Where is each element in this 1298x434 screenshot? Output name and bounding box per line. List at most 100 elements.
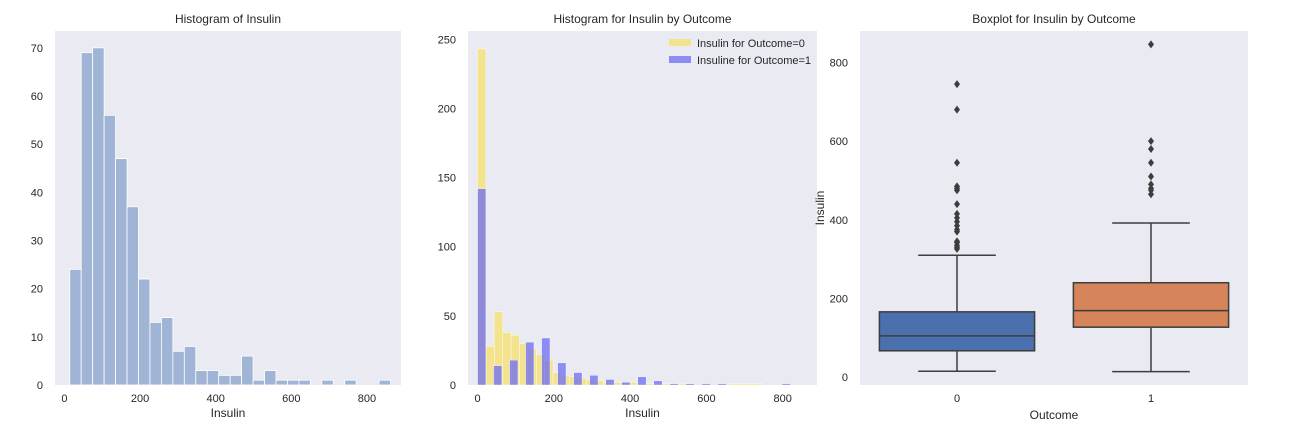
- x-axis-title: Insulin: [625, 406, 660, 420]
- x-tick-label: 800: [358, 393, 376, 405]
- legend-swatch: [669, 39, 691, 46]
- y-tick-label: 10: [31, 332, 43, 344]
- histogram-bar: [541, 337, 551, 386]
- histogram-bar: [298, 379, 311, 386]
- histogram-bar: [92, 47, 105, 386]
- histogram-bar: [183, 346, 197, 386]
- y-tick-label: 250: [438, 34, 456, 46]
- outlier-point: [954, 80, 960, 89]
- y-tick-label: 50: [31, 139, 43, 151]
- x-tick-label: 200: [545, 393, 563, 405]
- y-tick-label: 200: [438, 103, 456, 115]
- histogram-bar: [344, 379, 357, 386]
- series-bars: [69, 47, 391, 386]
- x-tick-label: 0: [954, 393, 960, 405]
- chart-title: Histogram for Insulin by Outcome: [553, 12, 731, 26]
- histogram-bar: [287, 379, 300, 386]
- y-tick-label: 0: [842, 372, 848, 384]
- histogram-bar: [661, 383, 671, 386]
- panel-histogram-insulin: Histogram of Insulin 0 10 20 30 40 50 60 70 0 200 4…: [31, 12, 401, 420]
- y-tick-label: 50: [444, 311, 456, 323]
- histogram-bar: [493, 365, 503, 386]
- histogram-bar: [126, 206, 139, 386]
- histogram-bar: [275, 379, 288, 386]
- histogram-bar: [195, 370, 208, 386]
- series-bars: [477, 188, 791, 386]
- y-tick-label: 600: [830, 136, 848, 148]
- x-tick-label: 400: [621, 393, 639, 405]
- y-tick-label: 400: [830, 215, 848, 227]
- histogram-bar: [669, 383, 679, 386]
- x-tick-label: 600: [697, 393, 715, 405]
- histogram-bar: [621, 382, 631, 386]
- chart-title: Boxplot for Insulin by Outcome: [972, 12, 1136, 26]
- histogram-bar: [264, 370, 277, 386]
- x-tick-label: 600: [282, 393, 300, 405]
- y-tick-label: 40: [31, 187, 43, 199]
- histogram-bar: [229, 374, 243, 386]
- legend: Insulin for Outcome=0 Insuline for Outcom…: [669, 38, 811, 67]
- y-tick-label: 100: [438, 242, 456, 254]
- x-tick-label: 0: [474, 393, 480, 405]
- histogram-bar: [80, 52, 94, 386]
- outlier-point: [1148, 158, 1154, 167]
- histogram-bar: [685, 383, 695, 386]
- legend-label: Insuline for Outcome=1: [697, 55, 811, 67]
- histogram-bar: [701, 383, 711, 386]
- x-tick-label: 200: [131, 393, 149, 405]
- histogram-bar: [754, 383, 764, 386]
- x-tick-label: 800: [773, 393, 791, 405]
- outlier-point: [1148, 172, 1154, 181]
- plot-area: [468, 31, 817, 385]
- histogram-bar: [69, 269, 82, 386]
- histogram-bar: [161, 317, 174, 386]
- histogram-bar: [729, 383, 738, 386]
- histogram-bar: [781, 383, 791, 386]
- histogram-bar: [717, 383, 727, 386]
- histogram-bar: [115, 158, 128, 386]
- outlier-point: [1148, 137, 1154, 146]
- legend-label: Insulin for Outcome=0: [697, 38, 805, 50]
- outlier-point: [954, 105, 960, 114]
- outlier-point: [1148, 145, 1154, 153]
- x-axis-title: Insulin: [211, 406, 246, 420]
- outlier-point: [954, 158, 960, 167]
- outlier-point: [954, 200, 960, 209]
- y-tick-label: 200: [830, 293, 848, 305]
- outlier-point: [1148, 40, 1154, 49]
- histogram-bar: [172, 350, 185, 386]
- histogram-bar: [737, 383, 747, 386]
- y-tick-label: 20: [31, 284, 43, 296]
- histogram-bar: [485, 346, 495, 386]
- y-tick-label: 150: [438, 173, 456, 185]
- x-tick-label: 1: [1148, 393, 1154, 405]
- histogram-bar: [637, 376, 647, 386]
- histogram-bar: [206, 370, 220, 386]
- histogram-bar: [103, 114, 116, 386]
- histogram-bar: [477, 188, 487, 386]
- y-tick-label: 800: [830, 57, 848, 69]
- histogram-bar: [645, 383, 654, 386]
- histogram-bar: [589, 375, 599, 386]
- histogram-bar: [525, 341, 535, 386]
- histogram-bar: [605, 379, 615, 386]
- box-1: [1072, 40, 1230, 373]
- y-tick-label: 60: [31, 91, 43, 103]
- histogram-bar: [138, 278, 151, 386]
- histogram-bar: [745, 383, 755, 386]
- outlier-point: [1148, 180, 1154, 189]
- y-axis-title: Insulin: [813, 191, 827, 226]
- box-0: [878, 80, 1036, 372]
- legend-swatch: [669, 56, 691, 63]
- chart-title: Histogram of Insulin: [175, 12, 281, 26]
- outlier-point: [954, 237, 960, 246]
- panel-boxplot-insulin-by-outcome: Boxplot for Insulin by Outcome 0 200 400 600…: [813, 12, 1248, 422]
- histogram-bar: [378, 379, 391, 386]
- histogram-bar: [321, 379, 334, 386]
- histogram-bar: [241, 355, 254, 386]
- histogram-bar: [252, 379, 265, 386]
- y-tick-label: 0: [37, 380, 43, 392]
- outlier-point: [954, 182, 960, 191]
- box-iqr: [1072, 281, 1230, 328]
- histogram-bar: [509, 359, 519, 386]
